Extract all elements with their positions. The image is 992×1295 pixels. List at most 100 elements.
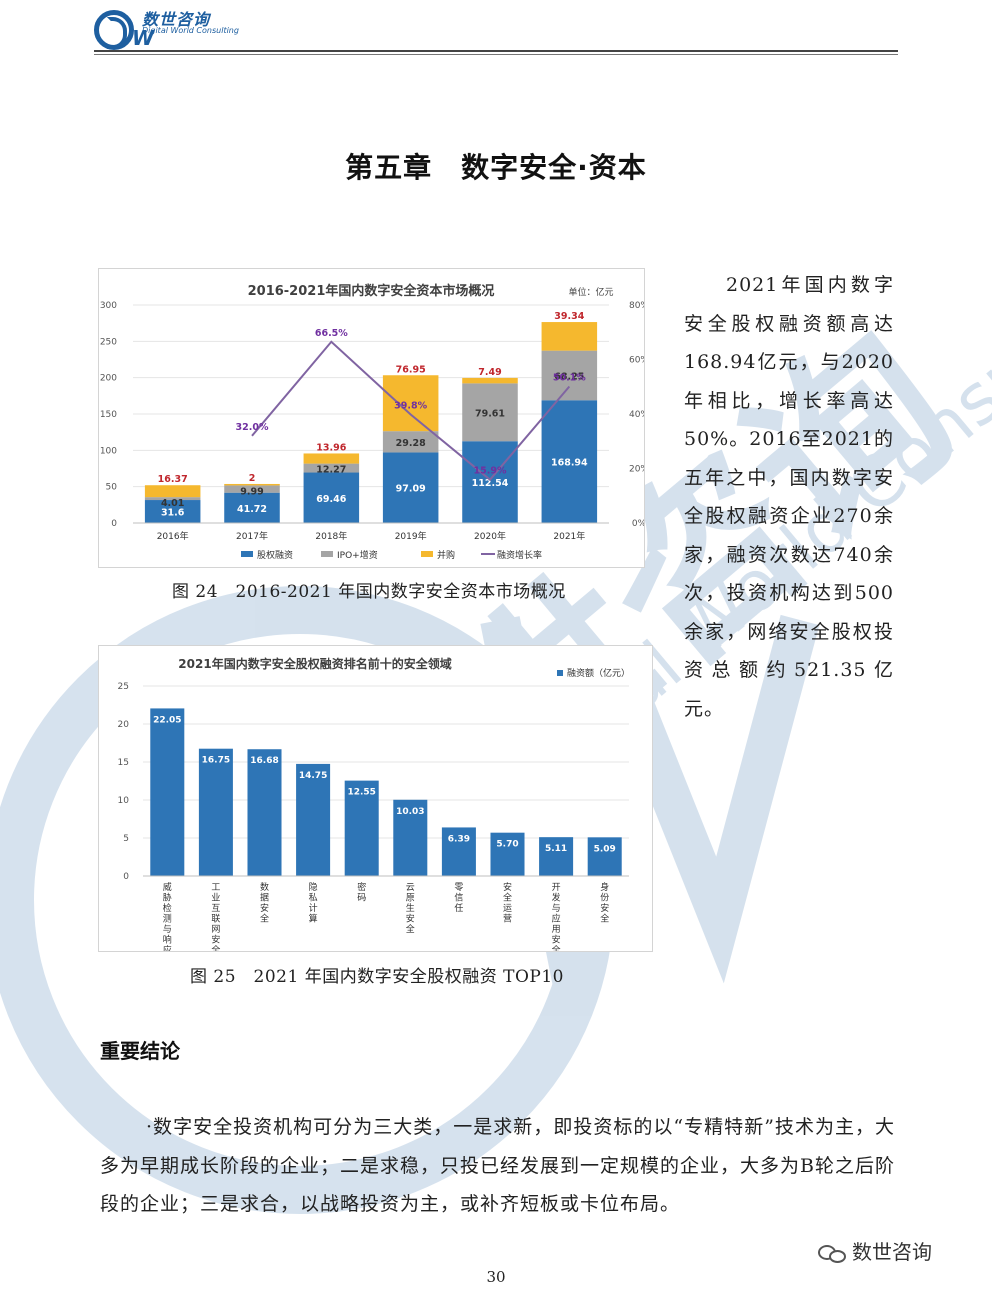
- bar-segment: [224, 492, 280, 523]
- legend-label: 股权融资: [257, 549, 293, 561]
- y-tick-label: 200: [100, 374, 117, 384]
- x-tick-label: 隐私计算: [309, 881, 318, 925]
- figure25-chart: 2021年国内数字安全股权融资排名前十的安全领域 融资额（亿元） 0 5 10 15 20 2…: [98, 645, 653, 956]
- legend-label: IPO+增资: [337, 549, 378, 561]
- data-label: 5.70: [496, 840, 518, 850]
- x-tick-label: 云原生安全: [406, 883, 415, 935]
- data-label: 76.95: [396, 364, 426, 375]
- page-number: 30: [486, 1268, 506, 1286]
- data-label: 16.37: [158, 474, 188, 485]
- data-label: 31.6: [161, 508, 185, 519]
- bar-segment: [303, 472, 360, 523]
- bar-segment: [303, 453, 360, 464]
- data-label: 97.09: [396, 484, 426, 495]
- figure24-chart: 2016-2021年国内数字安全资本市场概况 单位：亿元 0 50 100 150 200 2…: [98, 268, 650, 568]
- bar-segment: [303, 463, 360, 473]
- growth-line: [251, 340, 571, 482]
- legend-swatch: [421, 551, 433, 557]
- growth-label: 66.5%: [315, 328, 348, 339]
- data-label: 5.11: [545, 844, 567, 854]
- legend-swatch: [321, 551, 333, 557]
- data-label: 16.68: [250, 756, 278, 766]
- unit-label: 单位：亿元: [568, 286, 613, 298]
- y2-tick-label: 80%: [629, 301, 644, 311]
- bar-segment: [382, 375, 439, 432]
- capital-market-chart: 2016-2021年国内数字安全资本市场概况 单位：亿元 0 50 100 150 200 2…: [100, 283, 650, 561]
- x-tick-label: 数据安全: [260, 881, 269, 925]
- bar-segment: [541, 400, 598, 523]
- y-tick-label: 10: [118, 796, 130, 806]
- header-rule: [94, 50, 898, 52]
- bar-segment: [224, 483, 280, 486]
- x-tick-label: 工业互联网安全: [211, 883, 220, 951]
- x-tick-label: 开发与应用安全: [552, 882, 561, 951]
- data-label: 14.75: [299, 771, 327, 781]
- x-tick-label: 安全运营: [503, 881, 512, 925]
- x-tick-label: 2016年: [157, 530, 189, 542]
- x-tick-label: 2019年: [395, 530, 427, 542]
- growth-label: 39.8%: [394, 401, 427, 412]
- bar-segment: [382, 431, 439, 453]
- wechat-label: 数世咨询: [852, 1240, 932, 1264]
- y-tick-label: 250: [100, 337, 117, 347]
- x-tick-label: 零信任: [454, 882, 463, 914]
- bar: [490, 832, 525, 876]
- data-label: 9.99: [240, 486, 263, 497]
- legend-swatch: [557, 670, 563, 676]
- bar-segment: [462, 383, 518, 442]
- x-tick-label: 2021年: [553, 530, 585, 542]
- data-label: 5.09: [594, 844, 616, 854]
- data-label: 168.94: [551, 458, 588, 469]
- legend-swatch: [241, 551, 253, 557]
- bar-segment: [541, 350, 598, 401]
- bar: [393, 799, 428, 876]
- side-paragraph-text: 2021年国内数字安全股权融资额高达168.94亿元，与2020年相比，增长率高…: [684, 274, 894, 720]
- data-label: 10.03: [396, 807, 424, 817]
- chart-title: 2021年国内数字安全股权融资排名前十的安全领域: [178, 656, 451, 671]
- wechat-icon: [818, 1243, 848, 1265]
- bar: [247, 749, 282, 876]
- bar-segment: [144, 500, 201, 523]
- x-tick-label: 威胁检测与响应: [163, 881, 172, 951]
- x-tick-label: 身份安全: [600, 881, 609, 925]
- bar: [441, 827, 476, 876]
- growth-label: 50.1%: [553, 372, 586, 383]
- bar-segment: [144, 485, 201, 498]
- data-label: 68.25: [554, 371, 584, 382]
- data-label: 69.46: [316, 494, 346, 505]
- figure25-caption: 图 25 2021 年国内数字安全股权融资 TOP10: [190, 967, 564, 987]
- section-heading: 重要结论: [100, 1039, 180, 1063]
- growth-label: 15.9%: [474, 466, 507, 477]
- x-tick-label: 密码: [357, 881, 366, 904]
- bar: [587, 837, 622, 876]
- x-tick-label: 2017年: [236, 530, 268, 542]
- header-rule-thin: [94, 54, 898, 55]
- logo-en: Digital World Consulting: [142, 26, 239, 35]
- data-label: 12.55: [347, 788, 375, 798]
- bar: [296, 763, 331, 876]
- legend-label: 融资增长率: [497, 549, 542, 561]
- data-label: 16.75: [202, 756, 230, 766]
- y2-tick-label: 20%: [629, 465, 644, 475]
- data-label: 4.01: [161, 498, 184, 509]
- bar-segment: [541, 322, 598, 351]
- bar: [150, 708, 185, 876]
- bar-segment: [144, 497, 201, 501]
- y-tick-label: 100: [100, 446, 117, 456]
- data-label: 29.28: [396, 438, 426, 449]
- growth-label: 32.0%: [236, 422, 269, 433]
- y-tick-label: 20: [118, 720, 130, 730]
- y-tick-label: 25: [118, 682, 129, 692]
- y-tick-label: 0: [123, 872, 129, 882]
- y-tick-label: 0: [111, 519, 117, 529]
- y2-tick-label: 0%: [632, 519, 644, 529]
- bar-segment: [462, 441, 518, 523]
- bar-segment: [462, 377, 518, 384]
- legend-label: 融资额（亿元）: [567, 667, 630, 679]
- x-tick-label: 2018年: [315, 530, 347, 542]
- data-label: 7.49: [478, 367, 501, 378]
- data-label: 2: [249, 473, 256, 484]
- y-tick-label: 15: [118, 758, 129, 768]
- bar: [344, 780, 379, 876]
- y2-tick-label: 60%: [629, 356, 644, 366]
